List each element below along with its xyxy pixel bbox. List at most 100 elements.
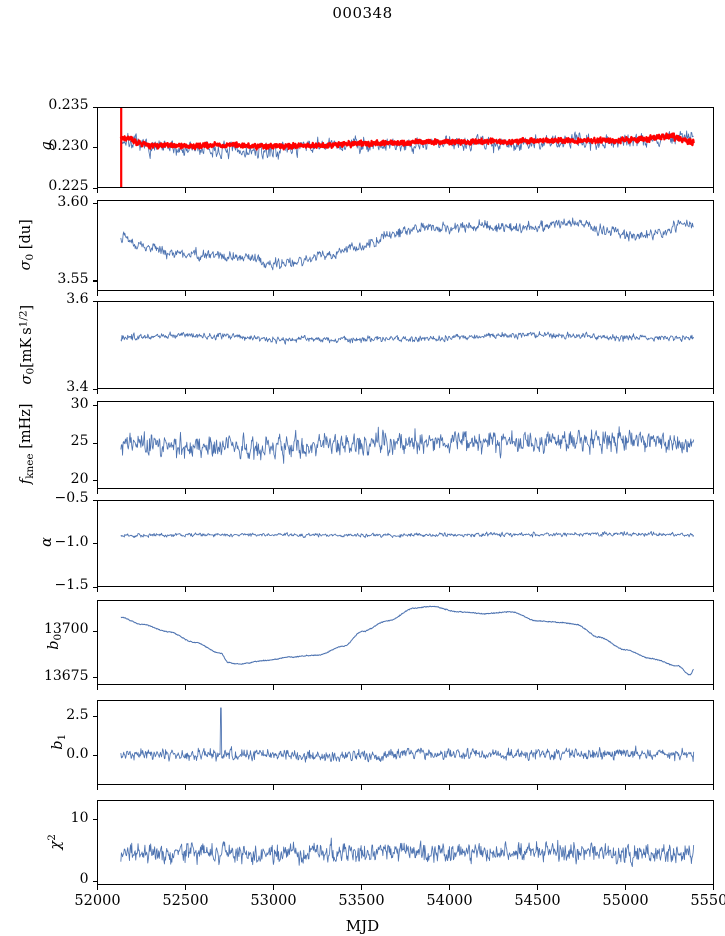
- x-tick-mark: [185, 885, 187, 890]
- y-tick-mark: [92, 755, 98, 757]
- y-tick-mark: [92, 630, 98, 632]
- x-tick-mark: [273, 685, 275, 690]
- x-tick-mark: [713, 587, 715, 592]
- x-tick-mark: [273, 188, 275, 193]
- x-tick-mark: [185, 291, 187, 296]
- y-tick-mark: [92, 106, 98, 108]
- y-tick-mark: [92, 388, 98, 390]
- x-tick-mark: [273, 587, 275, 592]
- x-tick-label: 55500: [690, 893, 725, 909]
- x-tick-mark: [273, 885, 275, 890]
- x-tick-mark: [537, 188, 539, 193]
- y-tick-label-sigma0-du: 3.55: [57, 270, 89, 287]
- x-tick-mark: [537, 785, 539, 790]
- x-tick-mark: [449, 885, 451, 890]
- x-tick-mark: [185, 188, 187, 193]
- x-tick-mark: [273, 489, 275, 494]
- x-tick-mark: [625, 489, 627, 494]
- y-tick-mark: [92, 677, 98, 679]
- y-tick-label-f-knee: 25: [70, 433, 89, 450]
- y-tick-label-sigma0-mK: 3.4: [66, 379, 89, 395]
- x-tick-mark: [713, 489, 715, 494]
- y-tick-label-b1: 0.0: [66, 745, 89, 762]
- panel-g: [97, 107, 714, 188]
- y-tick-mark: [92, 300, 98, 302]
- y-tick-label-alpha: −1.0: [54, 533, 89, 550]
- x-tick-mark: [361, 685, 363, 690]
- x-tick-mark: [625, 785, 627, 790]
- y-tick-label-b1: 2.5: [66, 706, 89, 723]
- y-tick-label-f-knee: 20: [70, 470, 89, 487]
- x-tick-label: 55000: [602, 893, 649, 909]
- x-tick-mark: [361, 489, 363, 494]
- x-tick-mark: [185, 489, 187, 494]
- x-tick-mark: [361, 885, 363, 890]
- x-tick-label: 53000: [250, 893, 297, 909]
- x-tick-mark: [537, 587, 539, 592]
- x-tick-mark: [449, 587, 451, 592]
- x-tick-mark: [185, 389, 187, 394]
- x-tick-mark: [537, 885, 539, 890]
- y-tick-mark: [92, 280, 98, 282]
- x-tick-label: 54500: [514, 893, 561, 909]
- y-tick-mark: [92, 442, 98, 444]
- x-tick-mark: [713, 291, 715, 296]
- y-tick-mark: [92, 586, 98, 588]
- x-tick-mark: [97, 785, 99, 790]
- x-tick-mark: [185, 587, 187, 592]
- y-tick-label-b0: 13700: [43, 621, 89, 638]
- x-tick-mark: [713, 785, 715, 790]
- y-tick-mark: [92, 187, 98, 189]
- x-tick-mark: [625, 389, 627, 394]
- y-tick-label-b0: 13675: [43, 667, 89, 684]
- panel-sigma0-mK: [97, 301, 714, 389]
- x-tick-mark: [361, 785, 363, 790]
- x-tick-mark: [97, 885, 99, 890]
- panel-b0: [97, 600, 714, 685]
- y-tick-mark: [92, 147, 98, 149]
- y-tick-label-f-knee: 30: [70, 395, 89, 412]
- x-tick-mark: [449, 489, 451, 494]
- x-tick-label: 53500: [338, 893, 385, 909]
- panel-sigma0-du: [97, 200, 714, 291]
- x-tick-mark: [97, 587, 99, 592]
- y-tick-label-sigma0-du: 3.60: [57, 193, 89, 210]
- x-tick-mark: [361, 291, 363, 296]
- x-tick-label: 54000: [426, 893, 473, 909]
- x-tick-mark: [625, 885, 627, 890]
- x-tick-mark: [625, 291, 627, 296]
- x-tick-mark: [537, 685, 539, 690]
- y-tick-mark: [92, 499, 98, 501]
- x-tick-mark: [713, 188, 715, 193]
- y-tick-label-g: 0.225: [48, 178, 89, 194]
- y-tick-label-g: 0.235: [48, 97, 89, 113]
- panel-chi2: [97, 800, 714, 885]
- x-tick-mark: [185, 685, 187, 690]
- x-tick-mark: [713, 685, 715, 690]
- x-tick-mark: [97, 685, 99, 690]
- x-tick-mark: [273, 785, 275, 790]
- y-tick-mark: [92, 716, 98, 718]
- y-tick-mark: [92, 819, 98, 821]
- x-tick-mark: [185, 785, 187, 790]
- y-tick-mark: [92, 405, 98, 407]
- panel-b1: [97, 700, 714, 785]
- x-tick-mark: [449, 188, 451, 193]
- x-tick-mark: [713, 885, 715, 890]
- y-tick-label-alpha: −1.5: [54, 577, 89, 593]
- x-tick-mark: [361, 587, 363, 592]
- y-tick-label-chi2: 0: [79, 871, 89, 888]
- y-tick-label-sigma0-mK: 3.6: [66, 291, 89, 307]
- y-tick-mark: [92, 880, 98, 882]
- x-tick-mark: [713, 389, 715, 394]
- x-tick-mark: [449, 685, 451, 690]
- x-tick-label: 52000: [74, 893, 121, 909]
- x-tick-mark: [361, 389, 363, 394]
- panel-alpha: [97, 500, 714, 587]
- y-tick-mark: [92, 203, 98, 205]
- y-tick-mark: [92, 480, 98, 482]
- y-tick-label-chi2: 10: [70, 809, 89, 826]
- x-tick-mark: [537, 489, 539, 494]
- y-tick-mark: [92, 543, 98, 545]
